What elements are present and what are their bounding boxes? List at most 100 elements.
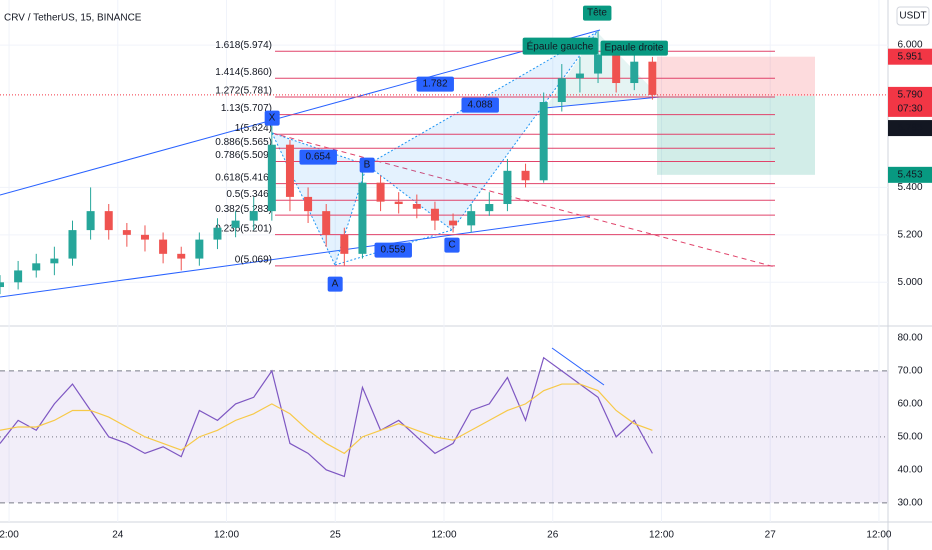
fib-label: 0.786(5.509) [215,150,272,161]
candle-body [503,170,512,205]
candle-body [575,73,584,79]
x-tick-label: 26 [547,530,559,541]
fib-label: 0.382(5.283) [215,204,272,215]
candle-body [0,282,4,288]
pattern-ratio: 1.782 [422,79,447,90]
candle-body [104,211,113,231]
pattern-point-box [264,110,280,126]
pattern-ratio-box [374,242,412,258]
candle-body [412,204,421,209]
drawings: 1.618(5.974) 1.414(5.860) 1.272(5.781) 1.13… [0,29,888,386]
candle-body [430,208,439,221]
candle-body [630,61,639,84]
candle-body [539,102,548,181]
candle-body [467,211,476,226]
y-tick-label: 50.00 [897,432,922,443]
pattern-ratio: 0.654 [305,152,330,163]
pattern-point-box [327,276,343,292]
y-tick-label: 5.200 [897,229,922,240]
candle-body [285,144,294,197]
hs-label: Épaule gauche [527,40,594,53]
hs-label: Tête [587,8,607,19]
fib-label: 0.236(5.201) [215,223,272,234]
x-tick-label: 25 [330,530,342,541]
hs-label-box [582,5,612,21]
candle-body [340,234,349,254]
candle-body [648,61,657,95]
x-tick-label: 24 [112,530,124,541]
candle-body [304,196,313,212]
candle-body [449,220,458,226]
candle-body [358,182,367,254]
hs-label-box [522,37,598,55]
hs-label: Epaule droite [605,43,664,54]
candle-body [159,239,168,254]
y-tick-label: 60.00 [897,399,922,410]
position-reward [657,96,815,175]
price-badge [888,120,932,137]
hs-label-box [600,40,668,56]
rsi-divergence [551,347,605,386]
pattern-point: C [448,240,455,251]
y-tick-label: 70.00 [897,366,922,377]
price-badge-label: 5.790 [897,90,922,101]
candle-body [213,227,222,240]
currency-box [896,6,930,26]
rsi-line [0,356,653,478]
fib-label: 0.618(5.416) [215,172,272,183]
y-tick-label: 6.000 [897,40,922,51]
rsi-ma-line [0,383,653,455]
y-tick-label: 5.000 [897,277,922,288]
candle-body [322,211,331,235]
y-tick-label: 5.400 [897,182,922,193]
neckline [544,96,661,109]
position-risk [657,56,815,97]
price-badge [888,166,932,183]
hs-fill [545,32,660,108]
candle-body [140,234,149,240]
candle-body [86,211,95,231]
candle-body [485,204,494,212]
fib-label: 1.272(5.781) [215,86,272,97]
candle-body [612,54,621,84]
candle-body [177,253,186,259]
fib-label: 0(5.069) [235,255,272,266]
channel-lower [0,215,591,298]
candle-body [267,144,276,212]
candle-body [122,230,131,235]
pattern-line [271,31,598,267]
fib-label: 1.414(5.860) [215,67,272,78]
candle-body [14,270,23,283]
pattern-ratio-box [461,97,499,113]
candle-body [521,170,530,181]
candle-body [32,263,41,271]
pattern-point-box [359,157,375,173]
candle-body [594,54,603,74]
pattern-ratio: 4.088 [467,100,492,111]
fib-label: 1(5.624) [235,123,272,134]
fib-label: 1.618(5.974) [215,40,272,51]
fib-label: 0.886(5.565) [215,137,272,148]
fib-label: 0.5(5.346) [226,189,272,200]
price-badge-label: 5.785 [897,123,922,134]
pattern-point-box [444,237,460,253]
grid [0,0,888,522]
pattern-point: A [332,279,339,290]
pattern-point: X [269,113,276,124]
price-badge-label: 5.951 [897,51,922,62]
x-tick-label: 12:00 [214,530,239,541]
fib-label: 1.13(5.707) [221,103,272,114]
x-tick-label: 12:00 [866,530,891,541]
x-tick-label: 12:00 [649,530,674,541]
labels: CRV / TetherUS, 15, BINANCE USDT 2:00 24 1… [0,5,932,541]
candle-body [376,182,385,202]
pattern-ratio: 0.559 [380,245,405,256]
pattern-ratio-box [299,149,337,165]
candle-body [394,201,403,205]
y-tick-label: 40.00 [897,464,922,475]
pattern-fill [367,32,597,230]
candle-body [249,211,258,221]
